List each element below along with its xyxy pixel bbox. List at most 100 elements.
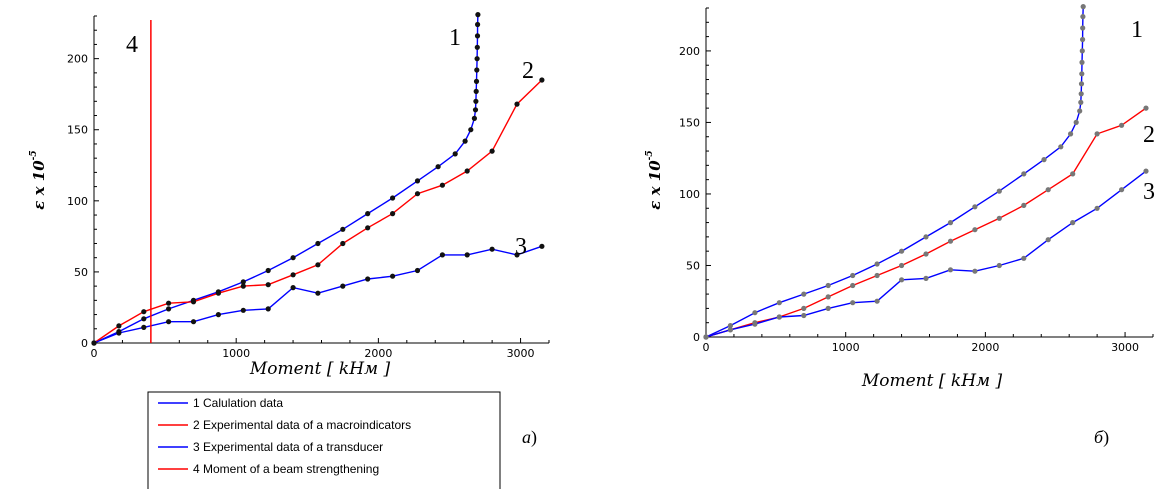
y-tick-label: 50 [686, 259, 700, 272]
series-2-point [1094, 131, 1100, 137]
series-1-point [1058, 144, 1064, 150]
series-1-point [315, 240, 321, 247]
series-1-point [1077, 108, 1083, 114]
series-1-point [390, 195, 396, 201]
series-3-point [414, 267, 421, 274]
series-3-point [825, 305, 831, 311]
x-tick-label: 0 [91, 347, 98, 360]
series-1-point [1078, 91, 1084, 97]
y-axis-label-text: ε x 10 [646, 160, 664, 210]
x-tick-label: 2000 [971, 341, 999, 354]
legend-box [147, 391, 501, 489]
series-2-line [705, 107, 1147, 338]
series-3-point [1045, 237, 1051, 243]
series-1-point [1079, 59, 1085, 65]
y-tick-label: 100 [67, 195, 88, 208]
series-1-point [474, 56, 480, 62]
series-1-point [471, 115, 477, 121]
series-2-point [116, 323, 122, 329]
series-1-point [472, 107, 479, 113]
series-2-point [850, 282, 856, 289]
y-axis-label: ε x 10-5 [29, 150, 48, 209]
x-tick-label: 3000 [507, 347, 535, 360]
series-3-point [776, 314, 782, 320]
series-1-point [475, 12, 481, 18]
series-3-point [899, 277, 905, 283]
y-tick-label: 0 [81, 337, 88, 350]
panel-label-letter: a [522, 427, 531, 447]
series-2-point [514, 101, 520, 107]
series-3-point [972, 268, 978, 274]
legend-item-label: 4 Moment of a beam strengthening [193, 462, 379, 476]
series-3-point [265, 306, 271, 312]
series-1-point [240, 279, 246, 285]
legend-item-label: 3 Experimental data of a transducer [193, 440, 383, 454]
series-1-point [474, 33, 481, 39]
series-1-point [776, 300, 782, 306]
series-2-point [215, 290, 221, 296]
series-1-point [1073, 119, 1079, 125]
series-2-point [464, 168, 470, 174]
legend: 1 Calulation data 2 Experimental data of … [147, 391, 501, 489]
series-1-point [752, 310, 758, 316]
series-3-point [874, 298, 880, 304]
y-tick-label: 150 [67, 124, 88, 137]
series-2-point [166, 300, 172, 306]
x-axis-label-unit: kHм [951, 371, 990, 391]
series-1-point [727, 323, 734, 329]
series-2-label: 2 [522, 58, 534, 84]
series-3-label: 3 [515, 234, 527, 260]
series-1-point [166, 306, 172, 312]
x-tick-label: 1000 [222, 347, 250, 360]
legend-item-label: 1 Calulation data [193, 396, 283, 410]
series-3-point [1021, 255, 1027, 261]
series-3-point [116, 330, 122, 336]
series-2-point [899, 262, 905, 269]
series-2-point [340, 240, 346, 247]
series-1-point [474, 67, 480, 73]
series-2-point [489, 148, 495, 154]
series-1-point [452, 151, 458, 157]
series-1-point [340, 226, 346, 232]
series-1-point [475, 21, 481, 28]
series-1-point [1080, 4, 1086, 10]
panel-a-chart: 0 1000 2000 3000 0 50 100 150 200 ε x 10-5 Moment … [29, 12, 550, 448]
panel-b-chart: 0 1000 2000 3000 0 50 100 150 200 ε x 10-5 Moment … [645, 4, 1155, 448]
series-3-point [215, 312, 221, 318]
series-2-point [390, 211, 396, 217]
series-1-point [1078, 99, 1084, 105]
panel-label-letter: б [1094, 427, 1104, 447]
series-2-point [825, 294, 831, 300]
series-3-point [923, 275, 929, 281]
y-tick-label: 100 [679, 188, 700, 201]
series-2-point [240, 283, 246, 289]
series-3-point [514, 252, 520, 258]
series-3-point [1070, 220, 1076, 226]
series-2-point [801, 305, 807, 311]
series-3-point [315, 290, 321, 296]
series-3-point [752, 321, 758, 327]
y-tick-label: 0 [693, 331, 700, 344]
y-axis-label-exponent: -5 [29, 150, 39, 160]
panel-label: a) [522, 427, 537, 448]
series-3-point [727, 327, 734, 333]
series-3-point [141, 324, 147, 330]
series-2-point [923, 251, 929, 257]
series-3-point [850, 300, 856, 306]
series-2-point [315, 262, 321, 268]
series-1-point [850, 272, 856, 279]
series-2-point [414, 191, 421, 197]
series-3-point [439, 252, 445, 258]
series-1-point [1041, 157, 1047, 163]
series-3-point [1119, 187, 1125, 193]
series-3-point [91, 340, 97, 346]
series-1-point [141, 316, 147, 322]
x-tick-label: 0 [703, 341, 710, 354]
series-2-point [190, 299, 197, 305]
series-3-point [190, 319, 197, 325]
series-3-point [464, 252, 470, 258]
series-1-point [923, 234, 929, 240]
x-axis-label-unit: kHм [339, 359, 378, 379]
x-tick-label: 3000 [1111, 341, 1139, 354]
